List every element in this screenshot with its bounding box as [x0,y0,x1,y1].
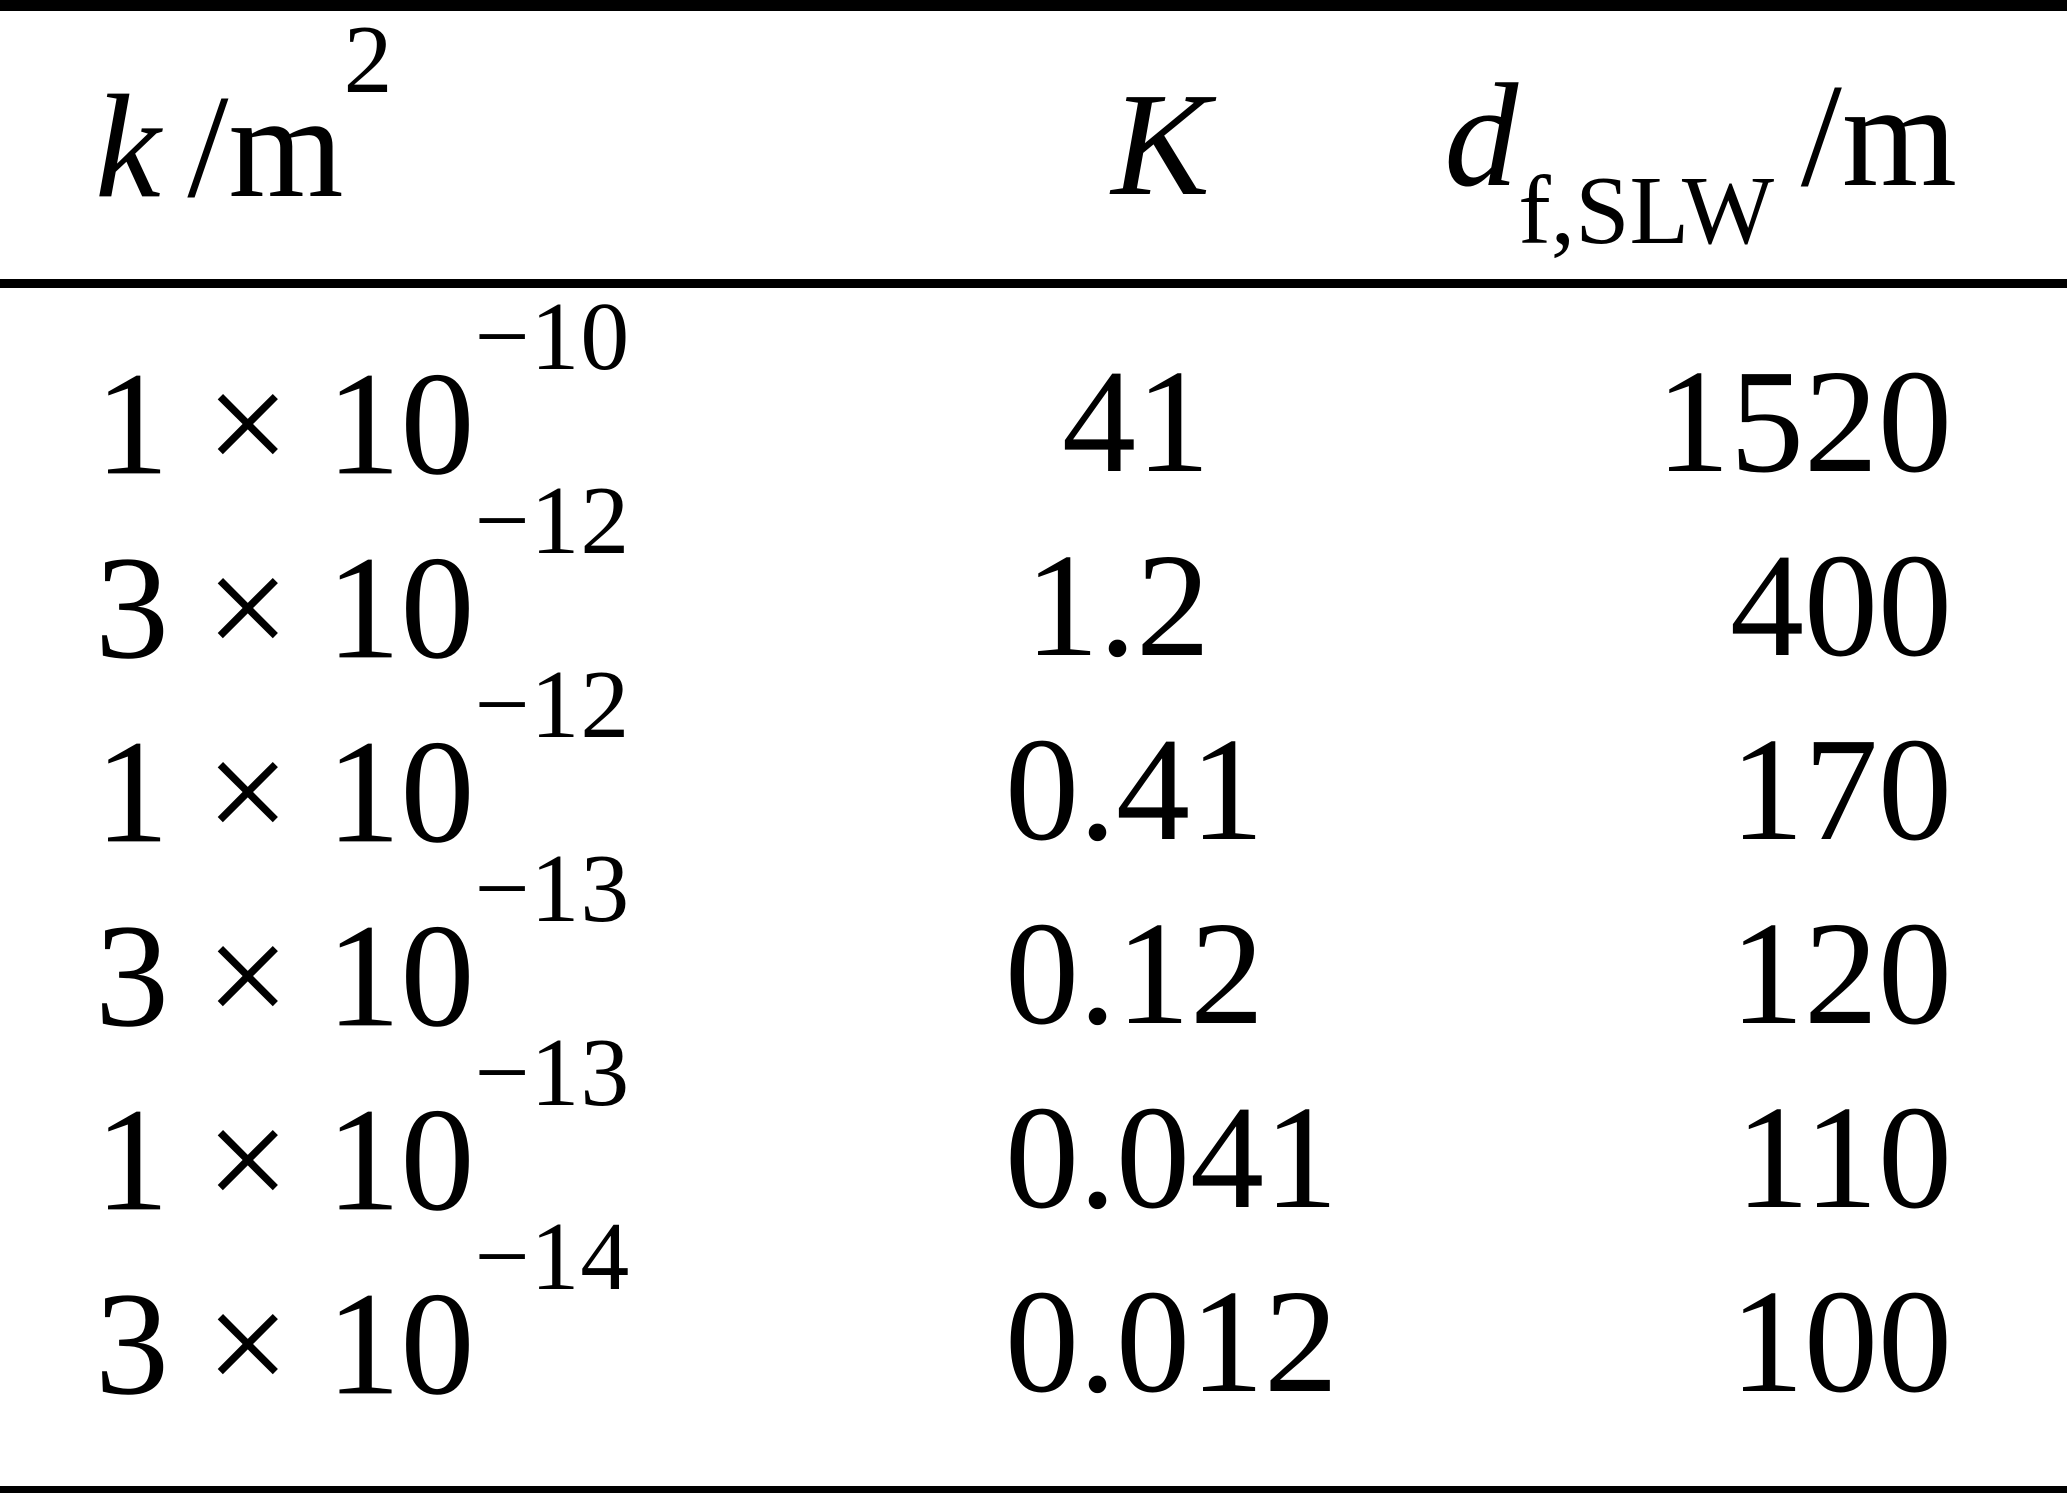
cell-K: 0.12 [1005,892,1264,1056]
k-exponent: −10 [474,283,631,392]
table-row: 3 × 10−12 1.2 400 [0,467,2067,698]
cell-d: 1520 [1656,340,1952,504]
cell-k: 1 × 10−10 [95,283,631,507]
d-unit: /m [1800,53,1957,218]
header-distance: df,SLW/m [1210,5,2067,288]
table-row: 3 × 10−13 0.12 120 [0,835,2067,1066]
cell-k: 3 × 10−13 [95,835,631,1059]
table-row: 1 × 10−10 41 1520 [0,283,2067,515]
cell-d: 100 [1730,1260,1952,1424]
d-subscript: f,SLW [1518,156,1775,265]
cell-k: 1 × 10−12 [95,651,631,875]
cell-k: 3 × 10−12 [95,467,631,691]
table-row: 3 × 10−14 0.012 100 [0,1203,2067,1492]
header-row: k/m2 K df,SLW/m [0,5,2067,288]
table-header: k/m2 K df,SLW/m [0,5,2067,288]
cell-K: 41 [1062,340,1210,504]
cell-k: 3 × 10−14 [95,1203,631,1427]
k-exponent: −12 [474,467,631,576]
cell-k: 1 × 10−13 [95,1019,631,1243]
k-exponent: −13 [474,835,631,944]
table-row: 1 × 10−12 0.41 170 [0,651,2067,882]
header-permeability: k/m2 [0,5,1005,288]
cell-d: 170 [1730,708,1952,872]
k-symbol: k [95,65,161,230]
d-symbol: d [1444,53,1519,218]
k-exponent: −13 [474,1019,631,1128]
table-row: 1 × 10−13 0.041 110 [0,1019,2067,1250]
cell-K: 1.2 [1025,524,1210,688]
cell-K: 0.041 [1005,1076,1338,1240]
table-body: 1 × 10−10 41 1520 3 × 10−12 1.2 400 1 × … [0,283,2067,1492]
cell-K: 0.012 [1005,1260,1338,1424]
K-symbol: K [1111,63,1210,227]
cell-K: 0.41 [1005,708,1264,872]
cell-d: 110 [1735,1076,1952,1240]
cell-d: 120 [1730,892,1952,1056]
header-K: K [1005,5,1210,288]
k-unit: /m2 [187,6,394,230]
cell-d: 400 [1730,524,1952,688]
k-unit-exponent: 2 [343,6,394,115]
k-exponent: −14 [474,1203,631,1312]
k-exponent: −12 [474,651,631,760]
